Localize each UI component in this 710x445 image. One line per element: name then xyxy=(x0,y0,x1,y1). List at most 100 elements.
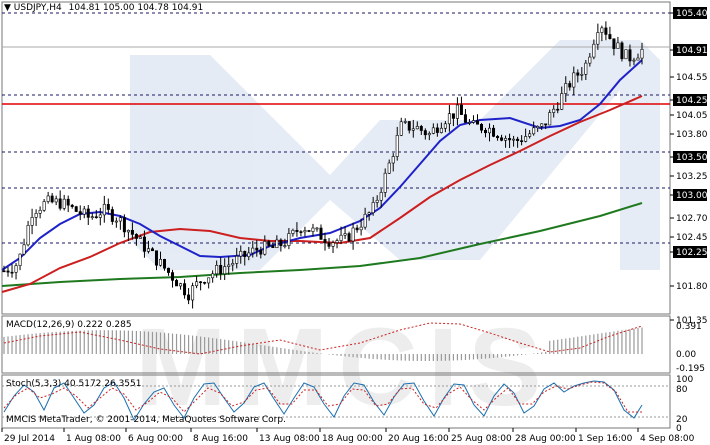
candle-body xyxy=(500,137,504,141)
candle-body xyxy=(636,57,640,61)
candle-body xyxy=(163,259,167,269)
candle-body xyxy=(2,270,6,273)
candle-body xyxy=(34,213,38,218)
candle-body xyxy=(504,138,508,141)
candle-body xyxy=(467,122,471,124)
candle-body xyxy=(70,204,74,207)
candle-body xyxy=(399,121,403,136)
price-marker-label: 104.25 xyxy=(676,96,708,106)
candle-body xyxy=(158,259,162,266)
candle-body xyxy=(175,280,179,287)
time-label: 4 Sep 08:00 xyxy=(640,434,695,444)
candle-body xyxy=(379,192,383,201)
time-label: 18 Aug 00:00 xyxy=(322,434,383,444)
stoch-panel[interactable] xyxy=(1,374,671,429)
candle-body xyxy=(419,126,423,131)
candle-body xyxy=(30,217,34,226)
level-lines xyxy=(2,12,670,244)
price-marker-label: 102.25 xyxy=(676,248,708,258)
main-panel[interactable] xyxy=(1,1,671,315)
candle-body xyxy=(375,199,379,203)
candle-body xyxy=(516,138,520,141)
candle-body xyxy=(423,130,427,136)
candle-body xyxy=(395,135,399,157)
candle-body xyxy=(576,72,580,76)
candle-body xyxy=(267,241,271,246)
candle-body xyxy=(138,236,142,239)
candle-body xyxy=(203,282,207,284)
candle-body xyxy=(171,272,175,281)
candle-body xyxy=(134,234,138,239)
stoch-main-line xyxy=(3,380,643,422)
candle-body xyxy=(219,264,223,275)
ma-green-line xyxy=(1,202,643,287)
candle-body xyxy=(427,133,431,136)
candle-body xyxy=(14,265,18,273)
candle-body xyxy=(475,120,479,125)
candle-body xyxy=(215,264,219,275)
candle-body xyxy=(283,245,287,247)
candle-body xyxy=(628,49,632,62)
price-marker xyxy=(673,151,707,163)
candle-body xyxy=(291,229,295,234)
candle-body xyxy=(520,140,524,142)
candle-body xyxy=(207,277,211,284)
candle-body xyxy=(90,216,94,219)
time-label: 1 Sep 16:00 xyxy=(578,434,633,444)
candle-body xyxy=(560,93,564,110)
candle-body xyxy=(492,127,496,137)
candle-body xyxy=(54,198,58,203)
chart-symbol-header: ▼ USDJPY,H4 104.81 105.00 104.78 104.91 xyxy=(4,3,203,13)
candle-body xyxy=(479,123,483,131)
candle-body xyxy=(411,128,415,131)
candle-body xyxy=(528,133,532,137)
candle-body xyxy=(50,195,54,203)
stoch-axis-label: 20 xyxy=(676,415,688,425)
candle-body xyxy=(544,123,548,126)
candle-body xyxy=(26,225,30,246)
price-label: 101.80 xyxy=(676,282,708,292)
time-label: 28 Aug 00:00 xyxy=(515,434,576,444)
macd-axis-label: 0.00 xyxy=(676,350,696,360)
candle-body xyxy=(459,104,463,115)
candle-body xyxy=(150,248,154,252)
candle-body xyxy=(435,127,439,133)
candle-body xyxy=(596,32,600,45)
price-marker xyxy=(673,189,707,201)
candle-body xyxy=(62,198,66,209)
macd-title: MACD(12,26,9) 0.222 0.285 xyxy=(6,320,132,330)
price-label: 103.80 xyxy=(676,130,708,140)
candle-body xyxy=(564,83,568,94)
candle-body xyxy=(592,43,596,58)
candle-body xyxy=(640,48,644,59)
price-axis: 105.40 104.91 104.55 104.25 104.05 103.80 103.… xyxy=(670,7,708,326)
candle-body xyxy=(351,227,355,242)
candle-body xyxy=(46,195,50,202)
candle-body xyxy=(548,112,552,126)
candle-body xyxy=(447,113,451,125)
macd-axis: 0.391 0.00 -0.195 xyxy=(676,322,705,374)
candle-body xyxy=(130,229,134,235)
candle-body xyxy=(556,108,560,111)
candle-body xyxy=(624,49,628,60)
dropdown-arrow-icon[interactable]: ▼ xyxy=(4,3,11,13)
candle-body xyxy=(146,248,150,252)
price-label: 104.05 xyxy=(676,111,708,121)
price-label: 101.35 xyxy=(676,316,708,326)
stoch-axis-label: 100 xyxy=(676,375,693,385)
candles xyxy=(2,21,644,309)
candle-body xyxy=(323,239,327,244)
ma-red-line xyxy=(1,95,643,293)
candle-body xyxy=(18,253,22,266)
macd-panel[interactable] xyxy=(1,315,671,374)
candle-body xyxy=(275,239,279,249)
candle-body xyxy=(187,294,191,301)
candle-body xyxy=(179,283,183,287)
candle-body xyxy=(142,236,146,252)
candle-body xyxy=(199,281,203,284)
candle-body xyxy=(311,227,315,232)
candle-body xyxy=(443,123,447,129)
price-marker-label: 103.00 xyxy=(676,191,708,201)
